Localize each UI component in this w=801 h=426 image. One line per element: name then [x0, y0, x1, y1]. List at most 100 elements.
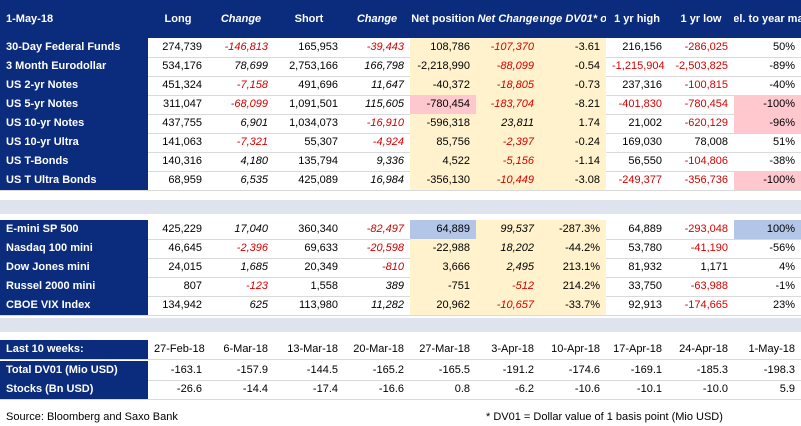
row-label: US T Ultra Bonds [0, 171, 148, 190]
cell-change2: 9,336 [376, 155, 404, 167]
cell-dv: -8.21 [540, 95, 606, 114]
table-row: Stocks (Bn USD) -26.6 -14.4 -17.4 -16.6 0.8 -6… [0, 380, 801, 400]
cell-change2: 166,798 [364, 60, 404, 72]
week-value: -157.9 [236, 364, 268, 376]
cell-high: 53,780 [628, 242, 662, 254]
week-value: -26.6 [176, 383, 202, 395]
cell-rel: -40% [769, 79, 795, 91]
cell-change2: -4,924 [372, 136, 404, 148]
week-date: 3-Apr-18 [491, 343, 534, 355]
section-divider [0, 200, 801, 214]
table-row: CBOE VIX Index 134,942 625 113,980 11,282 20,… [0, 296, 801, 316]
cell-dv: -3.08 [540, 171, 606, 190]
cell-dv: -44.2% [540, 239, 606, 258]
week-value: -191.2 [502, 364, 534, 376]
week-value: -185.3 [696, 364, 728, 376]
cell-long: 68,959 [168, 174, 202, 186]
cell-netchg: 18,202 [476, 239, 540, 258]
cell-change: 78,699 [234, 60, 268, 72]
week-value: -10.6 [574, 383, 600, 395]
header-long: Long [164, 12, 192, 25]
cell-netchg: 2,495 [476, 258, 540, 277]
cell-netchg: -88,099 [476, 57, 540, 76]
cell-long: 425,229 [162, 223, 202, 235]
cell-short: 425,089 [298, 174, 338, 186]
cell-long: 274,739 [162, 41, 202, 53]
week-value: -14.4 [242, 383, 268, 395]
cell-change: -123 [245, 280, 268, 292]
cell-low: -104,806 [684, 155, 728, 167]
week-date: 27-Feb-18 [154, 343, 205, 355]
cell-netchg: -2,397 [476, 133, 540, 152]
week-value: -16.6 [378, 383, 404, 395]
cell-net: 64,889 [410, 220, 476, 239]
cell-low: -620,129 [684, 117, 728, 129]
header-rel: Rel. to year max [734, 12, 801, 25]
cell-change2: -20,598 [366, 242, 404, 254]
cell-dv: -287.3% [540, 220, 606, 239]
cell-long: 46,645 [168, 242, 202, 254]
cell-change: -2,396 [236, 242, 268, 254]
cell-net: 20,962 [410, 296, 476, 315]
row-label: CBOE VIX Index [0, 296, 148, 315]
row-label: 3 Month Eurodollar [0, 57, 148, 76]
cell-high: 33,750 [628, 280, 662, 292]
cell-rel: -38% [769, 155, 795, 167]
cell-low: -41,190 [690, 242, 728, 254]
table-header: 1-May-18 Long Change Short Change Net po… [0, 0, 801, 38]
header-change-dv01: Change DV01* or % [540, 12, 606, 25]
cell-change2: 389 [385, 280, 404, 292]
cell-high: 81,932 [628, 261, 662, 273]
header-yr-high: 1 yr high [614, 12, 660, 25]
cell-low: -174,665 [684, 299, 728, 311]
cell-high: -401,830 [618, 98, 662, 110]
table-row: E-mini SP 500 425,229 17,040 360,340 -82,497… [0, 220, 801, 240]
cell-short: 55,307 [304, 136, 338, 148]
cell-short: 69,633 [304, 242, 338, 254]
header-net-position: Net position [411, 12, 475, 25]
cell-short: 491,696 [298, 79, 338, 91]
table-row: US T-Bonds 140,316 4,180 135,794 9,336 4,522-… [0, 152, 801, 172]
row-label: Stocks (Bn USD) [0, 380, 148, 399]
row-label: US 5-yr Notes [0, 95, 148, 114]
week-value: -10.0 [702, 383, 728, 395]
table-row: US 10-yr Notes 437,755 6,901 1,034,073 -16,9… [0, 114, 801, 134]
row-label: US 10-yr Ultra [0, 133, 148, 152]
cell-high: -249,377 [618, 174, 662, 186]
week-value: -10.1 [636, 383, 662, 395]
cell-netchg: -10,657 [476, 296, 540, 315]
row-label: US 10-yr Notes [0, 114, 148, 133]
cell-low: -100,815 [684, 79, 728, 91]
cell-net: 108,786 [410, 38, 476, 57]
cell-change2: 11,282 [371, 299, 404, 311]
cell-dv: -3.61 [540, 38, 606, 57]
week-value: -165.5 [438, 364, 470, 376]
cell-high: 56,550 [628, 155, 662, 167]
week-date: 10-Apr-18 [551, 343, 600, 355]
footer-source: Source: Bloomberg and Saxo Bank [6, 411, 178, 423]
cell-change2: -82,497 [366, 223, 404, 235]
cell-low: -356,736 [684, 174, 728, 186]
cell-short: 1,091,501 [289, 98, 338, 110]
week-date: 6-Mar-18 [223, 343, 268, 355]
cell-low: -286,025 [684, 41, 728, 53]
cell-long: 134,942 [162, 299, 202, 311]
cell-short: 1,558 [310, 280, 338, 292]
cell-net: 3,666 [410, 258, 476, 277]
cell-dv: -33.7% [540, 296, 606, 315]
cell-low: -293,048 [684, 223, 728, 235]
cell-rel: -56% [769, 242, 795, 254]
weeks-header-row: Last 10 weeks: 27-Feb-18 6-Mar-18 13-Mar-18… [0, 340, 801, 360]
table-row: US 5-yr Notes 311,047 -68,099 1,091,501 115,… [0, 95, 801, 115]
header-date: 1-May-18 [6, 12, 54, 25]
cell-change2: 115,605 [365, 98, 404, 110]
cell-dv: 1.74 [540, 114, 606, 133]
week-value: 0.8 [454, 383, 470, 395]
cell-netchg: -512 [476, 277, 540, 296]
week-date: 17-Apr-18 [613, 343, 662, 355]
cell-change2: -39,443 [366, 41, 404, 53]
header-net-change: Net Change [477, 12, 539, 25]
table-row: Total DV01 (Mio USD) -163.1 -157.9 -144.5 -1… [0, 361, 801, 381]
table-row: US 10-yr Ultra 141,063 -7,321 55,307 -4,924 8… [0, 133, 801, 153]
cell-low: -780,454 [684, 98, 728, 110]
